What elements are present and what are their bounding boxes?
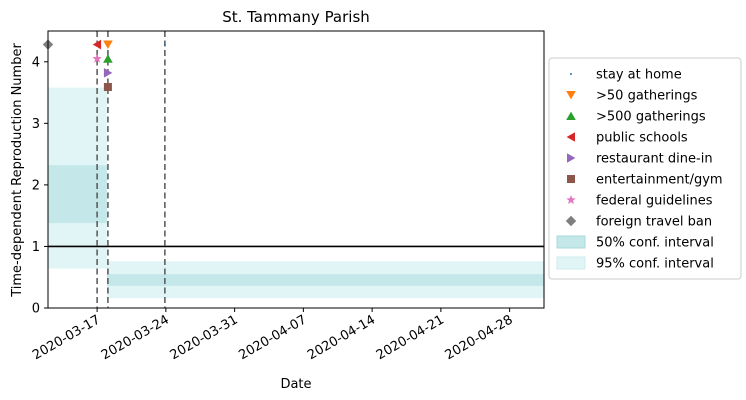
legend-label-federal-guidelines: federal guidelines bbox=[596, 194, 713, 209]
marker-restaurant-dine-in bbox=[103, 68, 113, 78]
legend-marker-public-schools bbox=[566, 132, 575, 142]
marker-50-gatherings bbox=[103, 40, 113, 49]
chart-title: St. Tammany Parish bbox=[222, 8, 370, 26]
legend-label-entertainment-gym: entertainment/gym bbox=[596, 173, 723, 188]
legend-marker-restaurant-dine-in bbox=[567, 153, 576, 163]
y-tick-label: 4 bbox=[32, 55, 40, 70]
marker-federal-guidelines bbox=[92, 53, 102, 63]
x-tick-label: 2020-03-17 bbox=[30, 312, 103, 363]
ci50-band-2 bbox=[106, 274, 544, 286]
x-axis-label: Date bbox=[280, 377, 311, 392]
legend-label-foreign-travel-ban: foreign travel ban bbox=[596, 215, 712, 230]
legend-marker-500-gatherings bbox=[566, 111, 576, 120]
marker-stay-at-home bbox=[163, 43, 166, 46]
legend-marker-50-gatherings bbox=[566, 91, 576, 100]
y-tick-label: 2 bbox=[32, 178, 40, 193]
legend: stay at home >50 gatherings >500 gathering… bbox=[548, 57, 742, 280]
legend-label-stay-at-home: stay at home bbox=[596, 68, 682, 83]
x-tick-label: 2020-04-21 bbox=[374, 312, 447, 363]
legend-marker-entertainment-gym bbox=[567, 175, 575, 183]
x-tick-label: 2020-03-31 bbox=[168, 312, 241, 363]
marker-public-schools bbox=[92, 39, 102, 50]
x-tick-label: 2020-03-24 bbox=[99, 312, 172, 363]
x-tick-label: 2020-04-28 bbox=[443, 312, 516, 363]
intervention-markers bbox=[42, 39, 166, 92]
legend-marker-federal-guidelines bbox=[566, 195, 576, 205]
legend-marker-foreign-travel-ban bbox=[565, 215, 577, 227]
ci95-bands bbox=[48, 87, 544, 299]
legend-swatch-ci50 bbox=[556, 235, 586, 249]
y-axis-label: Time-dependent Reproduction Number bbox=[10, 43, 25, 298]
y-tick-label: 0 bbox=[32, 302, 40, 317]
intervention-lines bbox=[96, 31, 166, 308]
marker-500-gatherings bbox=[103, 54, 113, 63]
legend-label-public-schools: public schools bbox=[596, 131, 688, 146]
legend-label-ci95: 95% conf. interval bbox=[596, 257, 714, 272]
legend-label-50-gatherings: >50 gatherings bbox=[596, 89, 698, 104]
legend-swatch-ci95 bbox=[556, 256, 586, 270]
x-tick-label: 2020-04-14 bbox=[305, 312, 378, 363]
legend-label-500-gatherings: >500 gatherings bbox=[596, 110, 706, 125]
legend-label-ci50: 50% conf. interval bbox=[596, 236, 714, 251]
ci50-band-1 bbox=[48, 165, 107, 224]
x-tick-label: 2020-04-07 bbox=[236, 312, 309, 363]
legend-marker-stay-at-home bbox=[570, 73, 572, 75]
y-ticks: 0 1 2 3 4 bbox=[32, 55, 48, 317]
legend-box bbox=[548, 57, 742, 280]
axes-frame bbox=[47, 30, 545, 309]
marker-entertainment-gym bbox=[103, 83, 112, 92]
x-ticks: 2020-03-172020-03-242020-03-312020-04-07… bbox=[30, 308, 516, 363]
y-tick-label: 3 bbox=[32, 117, 40, 132]
y-tick-label: 1 bbox=[32, 240, 40, 255]
legend-label-restaurant-dine-in: restaurant dine-in bbox=[596, 152, 713, 167]
